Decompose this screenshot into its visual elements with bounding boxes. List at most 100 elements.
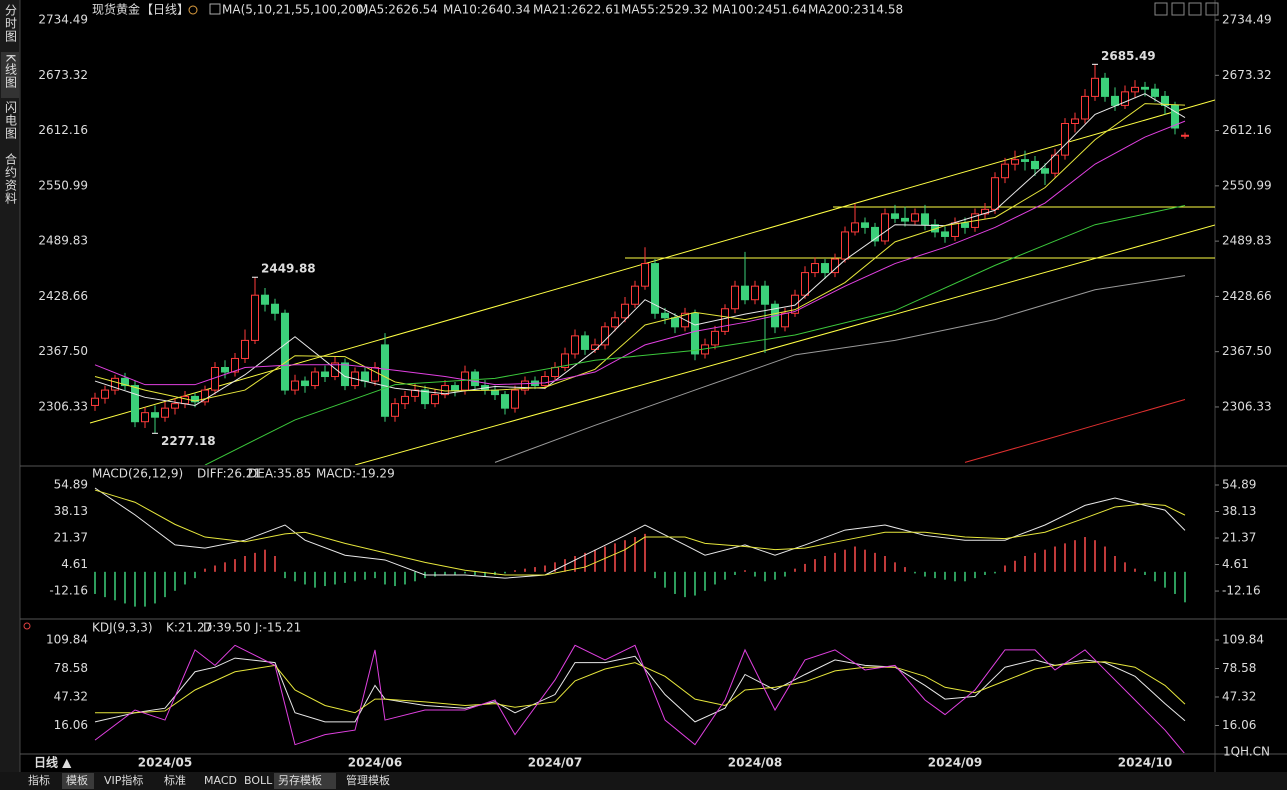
tab[interactable]: 标准 (164, 773, 186, 787)
icon[interactable] (1154, 2, 1168, 16)
candle-body (921, 213, 929, 226)
candle-body (121, 377, 129, 387)
icon[interactable] (1171, 2, 1185, 16)
candle-body (761, 285, 769, 305)
legend-entry: MA200:2314.58 (808, 3, 903, 17)
sidebar-item[interactable]: K线图 (4, 54, 18, 89)
candle-body (861, 222, 869, 228)
line (94, 655, 1186, 723)
candle-body (1001, 163, 1009, 179)
y-tick-label-right: 38.13 (1222, 504, 1256, 518)
legend-entry: MACD:-19.29 (316, 467, 395, 481)
line (94, 644, 1185, 753)
watermark: 1QH.CN (1223, 745, 1270, 759)
candle-body (721, 308, 729, 332)
candle-body (1071, 118, 1079, 124)
candle-body (281, 312, 289, 391)
candle-body (221, 366, 229, 373)
y-tick-label-left: 2550.99 (38, 178, 88, 192)
candle-body (911, 213, 919, 222)
x-tick-label: 2024/07 (528, 756, 582, 770)
candle-body (401, 395, 409, 405)
tab[interactable]: 另存模板 (278, 773, 322, 787)
candle-body (381, 344, 389, 417)
candle-body (1141, 86, 1149, 90)
y-tick-label-left: 16.06 (54, 718, 88, 732)
sidebar-active (1, 52, 19, 98)
candle-body (191, 395, 199, 403)
candle-body (651, 263, 659, 314)
candle-body (571, 335, 579, 355)
tab[interactable]: BOLL (244, 774, 273, 787)
candle-body (501, 394, 509, 409)
candle-body (181, 395, 189, 405)
panel (94, 487, 1186, 607)
y-tick-label-left: 21.37 (54, 531, 88, 545)
candle-body (791, 294, 799, 314)
y-tick-label-left: 2489.83 (38, 234, 88, 248)
y-tick-label-left: 78.58 (54, 661, 88, 675)
y-tick-label-left: 2306.33 (38, 399, 88, 413)
candle-body (871, 226, 879, 242)
candle-body (741, 285, 749, 301)
candle-body (621, 303, 629, 319)
add-icon[interactable] (188, 5, 198, 15)
indicator-label: MA(5,10,21,55,100,200) (222, 3, 368, 17)
toolbar-icons (1154, 2, 1219, 16)
icon[interactable] (209, 3, 221, 15)
x-tick-label: 2024/10 (1118, 756, 1172, 770)
tab[interactable]: MACD (204, 774, 237, 787)
candle-body (811, 263, 819, 274)
candle-body (101, 389, 109, 399)
candle-body (631, 285, 639, 305)
candle-body (1021, 159, 1029, 162)
y-tick-label-right: 47.32 (1222, 689, 1256, 703)
y-tick-label-left: 2673.32 (38, 68, 88, 82)
candle-body (751, 285, 759, 301)
line (94, 93, 1186, 406)
candle-body (561, 353, 569, 368)
sidebar-item[interactable]: 合约资料 (4, 152, 18, 205)
candle-body (881, 213, 889, 242)
candle-body (171, 403, 179, 409)
period-button[interactable]: 日线 ▲ (34, 755, 72, 770)
candle-body (661, 312, 669, 319)
y-tick-label-left: 38.13 (54, 504, 88, 518)
tab[interactable]: 模板 (66, 773, 88, 787)
legend-entry: MA21:2622.61 (533, 3, 621, 17)
y-tick-label-left: 2734.49 (38, 13, 88, 27)
candle-body (1011, 159, 1019, 165)
candle-body (111, 377, 119, 391)
candle-body (151, 412, 159, 418)
candle-body (601, 326, 609, 346)
legend-entry: DEA:35.85 (248, 467, 311, 481)
legend-entry: MA55:2529.32 (621, 3, 709, 17)
tab[interactable]: VIP指标 (104, 773, 143, 787)
tab[interactable]: 管理模板 (346, 773, 390, 787)
candle-body (471, 371, 479, 387)
sidebar-item[interactable]: 闪电图 (4, 101, 18, 140)
candle-body (901, 217, 909, 222)
x-tick-label: 2024/08 (728, 756, 782, 770)
candle-body (991, 177, 999, 210)
candle-body (331, 362, 339, 378)
candle-body (451, 385, 459, 391)
icon[interactable] (1188, 2, 1202, 16)
candle-body (361, 371, 369, 382)
chart-title-tag: 【日线】 (141, 3, 189, 17)
tab-active (62, 773, 94, 789)
line (494, 275, 1186, 463)
y-tick-label-right: -12.16 (1222, 584, 1261, 598)
tab[interactable]: 指标 (28, 773, 50, 787)
sidebar-item[interactable]: 分时图 (4, 4, 18, 43)
line (94, 487, 1186, 579)
candle-body (461, 371, 469, 391)
legend-entry: K:21.27 (166, 621, 212, 635)
candle-body (201, 389, 209, 403)
candle-body (711, 330, 719, 346)
icon[interactable] (1205, 2, 1219, 16)
y-tick-label-left: 4.61 (61, 557, 88, 571)
candle-body (231, 357, 239, 373)
candle-body (801, 272, 809, 296)
